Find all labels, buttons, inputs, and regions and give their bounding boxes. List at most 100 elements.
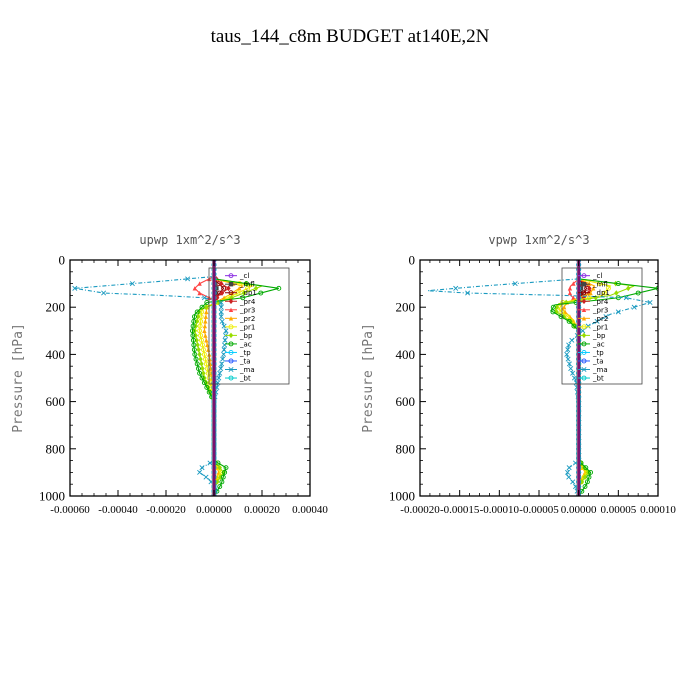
legend-label-pr3: _pr3 [592, 306, 608, 314]
y-tick-label: 0 [59, 253, 66, 268]
x-tick-label: 0.00010 [640, 504, 676, 516]
series-marker-bp [199, 361, 204, 367]
series-marker-pr2 [207, 356, 212, 362]
legend-marker-pr3 [228, 307, 234, 312]
series-marker-pr1 [201, 351, 207, 357]
series-marker-pr2 [588, 290, 593, 296]
series-marker-ac [192, 314, 197, 320]
series-marker-ma [565, 469, 571, 475]
y-tick-label: 1000 [39, 489, 65, 504]
series-marker-pr2 [204, 338, 209, 343]
series-marker-ac [193, 356, 199, 362]
legend-label-ta: _ta [239, 357, 251, 365]
legend-label-ma: _ma [592, 366, 608, 374]
series-marker-pr1 [200, 347, 206, 353]
y-tick-label: 400 [396, 347, 416, 362]
legend-marker-mfl [581, 282, 587, 287]
series-marker-bp [582, 474, 588, 480]
series-marker-ac [586, 474, 592, 480]
series-marker-ma [221, 347, 227, 353]
series-marker-pr2 [203, 314, 209, 319]
series-marker-bp [582, 464, 587, 471]
legend-label-ac: _ac [592, 340, 605, 348]
legend-label-bp: _bp [592, 332, 606, 340]
series-marker-ma [218, 304, 224, 310]
series-marker-ac [190, 333, 196, 338]
series-marker-pr4 [219, 290, 225, 296]
panel-title: upwp 1xm^2/s^3 [139, 233, 240, 247]
series-marker-ac [206, 389, 212, 395]
series-marker-ac [194, 309, 200, 315]
x-tick-label: -0.00015 [440, 504, 480, 516]
series-marker-pr2 [204, 309, 209, 315]
y-tick-label: 600 [46, 394, 66, 409]
series-marker-ac [550, 309, 556, 315]
series-marker-ma [566, 474, 572, 480]
series-marker-ma [512, 281, 518, 287]
legend-marker-dp1 [228, 290, 234, 296]
series-marker-bp [614, 290, 619, 296]
series-marker-ma [569, 337, 575, 343]
legend-marker-tp [228, 349, 234, 355]
series-marker-bp [196, 346, 201, 353]
legend-marker-pr3 [581, 307, 587, 312]
series-marker-ac [220, 474, 226, 480]
series-marker-dp1 [221, 285, 227, 291]
series-marker-ma [72, 285, 78, 291]
series-marker-pr2 [237, 286, 242, 291]
series-marker-ac [194, 361, 200, 367]
series-marker-pr1 [200, 342, 205, 348]
series-marker-bp [194, 337, 199, 344]
legend-marker-ta [228, 358, 234, 364]
legend-label-ac: _ac [239, 340, 252, 348]
series-marker-pr1 [205, 370, 211, 376]
series-marker-ma [564, 351, 570, 357]
y-tick-label: 0 [409, 253, 416, 268]
series-marker-bp [200, 365, 205, 372]
series-marker-ma [199, 465, 205, 471]
series-marker-ac [197, 370, 203, 376]
series-marker-ma [570, 479, 576, 485]
series-marker-bp [207, 389, 213, 395]
legend-marker-ac [581, 341, 587, 347]
series-marker-ac [571, 323, 577, 329]
series-marker-pr1 [202, 356, 208, 362]
series-marker-bp [198, 356, 203, 362]
legend-box [561, 267, 643, 385]
series-line-ac [191, 278, 279, 496]
series-marker-pr4 [587, 285, 592, 292]
legend-label-tp: _tp [239, 349, 251, 357]
series-marker-bp [203, 304, 209, 310]
x-tick-label: -0.00020 [146, 504, 186, 516]
series-marker-bp [201, 370, 206, 377]
legend: _cl_mfl_dp1_pr4_pr3_pr2_pr1_bp_ac_tp_ta_… [208, 267, 290, 385]
series-marker-pr2 [205, 342, 210, 348]
y-tick-label: 600 [396, 394, 416, 409]
series-marker-ac [240, 295, 246, 301]
legend-label-dp1: _dp1 [592, 289, 610, 297]
legend-label-dp1: _dp1 [239, 289, 257, 297]
legend-label-bt: _bt [239, 375, 251, 383]
series-marker-bp [195, 342, 200, 348]
legend-label-bp: _bp [239, 332, 253, 340]
legend-label-cl: _cl [239, 272, 249, 280]
legend-label-mfl: _mfl [592, 281, 608, 289]
series-marker-ma [222, 337, 228, 343]
series-group [427, 260, 658, 496]
series-marker-ac [190, 337, 196, 343]
series-marker-bp [593, 294, 598, 301]
series-marker-bp [197, 351, 202, 358]
legend-label-ma: _ma [239, 366, 255, 374]
y-tick-label: 800 [46, 441, 66, 456]
legend-label-pr2: _pr2 [239, 315, 255, 323]
series-marker-pr2 [203, 333, 208, 338]
series-marker-pr1 [237, 281, 243, 287]
legend-marker-pr4 [581, 298, 587, 305]
legend-label-pr1: _pr1 [239, 323, 255, 331]
legend-label-ta: _ta [592, 357, 604, 365]
legend-marker-pr2 [581, 316, 587, 321]
series-marker-pr1 [245, 285, 251, 291]
legend-box [208, 267, 290, 385]
panel-vpwp: vpwp 1xm^2/s^3 Pressure [hPa] 0 200 400 600 80… [361, 233, 676, 516]
series-marker-pr3 [197, 281, 202, 286]
